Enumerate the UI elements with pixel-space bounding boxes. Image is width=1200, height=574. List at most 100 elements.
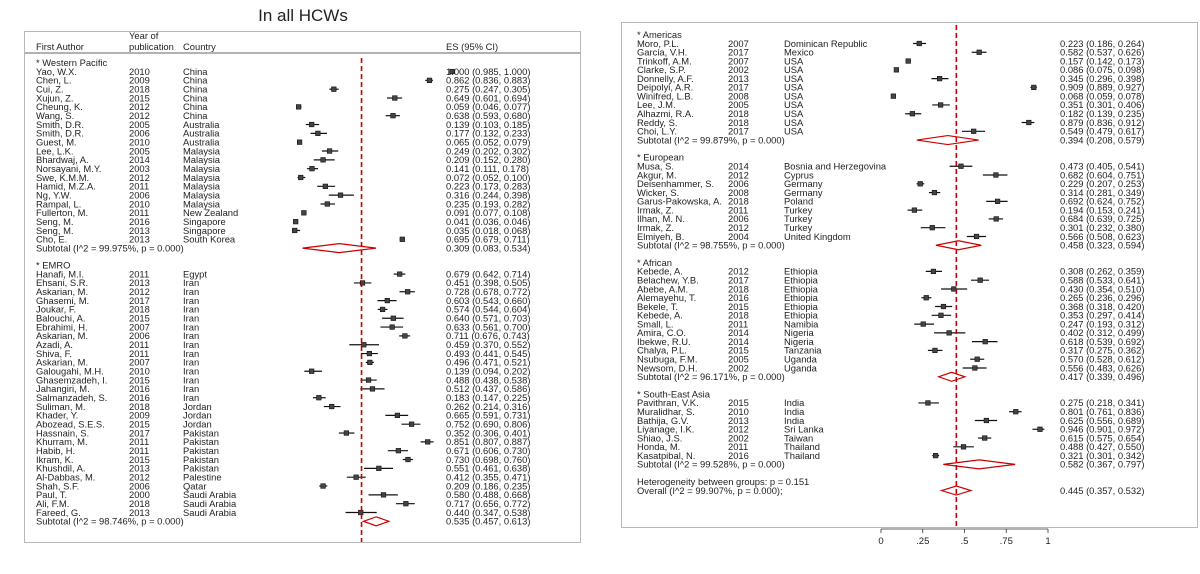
study-year: 2015 [129,454,150,465]
point-estimate [1037,426,1043,432]
study-author: Seng, M. [36,225,74,236]
study-year: 2012 [728,169,749,180]
study-year: 2006 [728,213,749,224]
study-author: Cho, E. [36,234,67,245]
study-es-ci: 0.566 (0.508, 0.623) [1060,231,1144,242]
study-author: Ng, Y.W. [36,189,72,200]
point-estimate [905,58,911,64]
study-country: Germany [784,178,823,189]
point-estimate [930,268,937,275]
study-country: Malaysia [183,145,221,156]
point-estimate [365,377,372,383]
subtotal-es-ci: 0.458 (0.323, 0.594) [1060,240,1144,251]
study-es-ci: 0.496 (0.471, 0.521) [446,357,530,368]
study-es-ci: 0.440 (0.347, 0.538) [446,507,530,518]
study-country: Bosnia and Herzegovina [784,161,887,172]
study-year: 2011 [728,441,748,452]
study-es-ci: 0.086 (0.075, 0.098) [1060,64,1144,75]
point-estimate [326,148,333,154]
study-author: Yao, W.X. [36,66,77,77]
study-country: Poland [784,196,813,207]
study-country: Iran [183,348,199,359]
study-country: Iran [183,374,199,385]
study-year: 2009 [129,75,150,86]
study-author: Winifred, L.B. [637,90,693,101]
study-author: Wang, S. [36,110,74,121]
study-year: 2005 [129,145,150,156]
x-axis-tick-label: 0 [878,536,883,547]
point-estimate [397,271,403,277]
study-es-ci: 0.549 (0.479, 0.617) [1060,126,1144,137]
study-year: 2005 [129,119,150,130]
study-es-ci: 0.065 (0.052, 0.079) [446,136,530,147]
study-country: Turkey [784,222,813,233]
overall-es-ci: 0.445 (0.357, 0.532) [1060,485,1144,496]
subtotal-es-ci: 0.417 (0.339, 0.496) [1060,371,1144,382]
study-author: Nsubuga, F.M. [637,354,697,365]
study-es-ci: 0.412 (0.355, 0.471) [446,471,530,482]
study-es-ci: 0.711 (0.676, 0.743) [446,330,530,341]
study-es-ci: 0.488 (0.427, 0.550) [1060,441,1144,452]
subtotal-diamond [361,516,391,527]
point-estimate [931,189,938,196]
study-author: Alhazmi, R.A. [637,108,694,119]
study-year: 2008 [728,187,749,198]
study-country: Iran [183,330,199,341]
point-estimate [893,67,899,73]
point-estimate [324,201,330,207]
study-es-ci: 0.851 (0.807, 0.887) [446,436,530,447]
study-author: Balouchi, A. [36,313,86,324]
study-es-ci: 0.194 (0.153, 0.241) [1060,204,1144,215]
study-es-ci: 0.473 (0.405, 0.541) [1060,161,1144,172]
study-es-ci: 0.695 (0.679, 0.711) [446,234,530,245]
study-country: Iran [183,383,199,394]
study-author: Fareed, G. [36,507,81,518]
study-author: Jahangiri, M. [36,383,90,394]
study-es-ci: 0.141 (0.111, 0.178) [446,163,529,174]
study-es-ci: 0.209 (0.152, 0.280) [446,154,530,165]
study-country: USA [784,117,804,128]
study-year: 2006 [129,330,150,341]
study-es-ci: 0.229 (0.207, 0.253) [1060,178,1144,189]
study-author: Deipolyi, A.R. [637,82,693,93]
study-author: Ehsani, S.R. [36,277,88,288]
study-es-ci: 0.574 (0.544, 0.604) [446,304,530,315]
study-author: Habib, H. [36,445,75,456]
study-country: Jordan [183,419,212,430]
study-year: 2018 [728,117,749,128]
point-estimate [932,347,938,354]
point-estimate [343,430,349,436]
study-author: Akgur, M. [637,169,677,180]
study-author: Ikram, K. [36,454,74,465]
study-country: USA [784,64,804,75]
point-estimate [982,435,988,441]
study-author: Lee, L.K. [36,145,74,156]
study-year: 2013 [728,415,749,426]
group-label: * South-East Asia [637,388,711,399]
study-es-ci: 0.582 (0.537, 0.626) [1060,47,1144,58]
study-country: Sri Lanka [784,424,824,435]
study-year: 2014 [728,327,749,338]
point-estimate [929,225,935,231]
study-author: Guest, M. [36,136,77,147]
point-estimate [449,68,455,75]
study-year: 2011 [129,207,149,218]
study-country: Jordan [183,401,212,412]
study-author: Liyanage, I.K. [637,424,694,435]
point-estimate [933,453,939,459]
study-year: 2017 [728,47,749,58]
study-year: 2018 [129,83,150,94]
study-year: 2016 [129,216,150,227]
study-es-ci: 0.671 (0.606, 0.730) [446,445,530,456]
study-author: Reddy, S. [637,117,677,128]
study-author: Azadi, A. [36,339,73,350]
point-estimate [389,324,395,330]
point-estimate [408,421,415,427]
study-country: South Korea [183,234,236,245]
study-country: Pakistan [183,427,219,438]
study-author: Lee, J.M. [637,99,676,110]
point-estimate [309,121,315,128]
study-country: India [784,415,805,426]
study-country: Iran [183,277,199,288]
study-es-ci: 0.262 (0.214, 0.316) [446,401,530,412]
